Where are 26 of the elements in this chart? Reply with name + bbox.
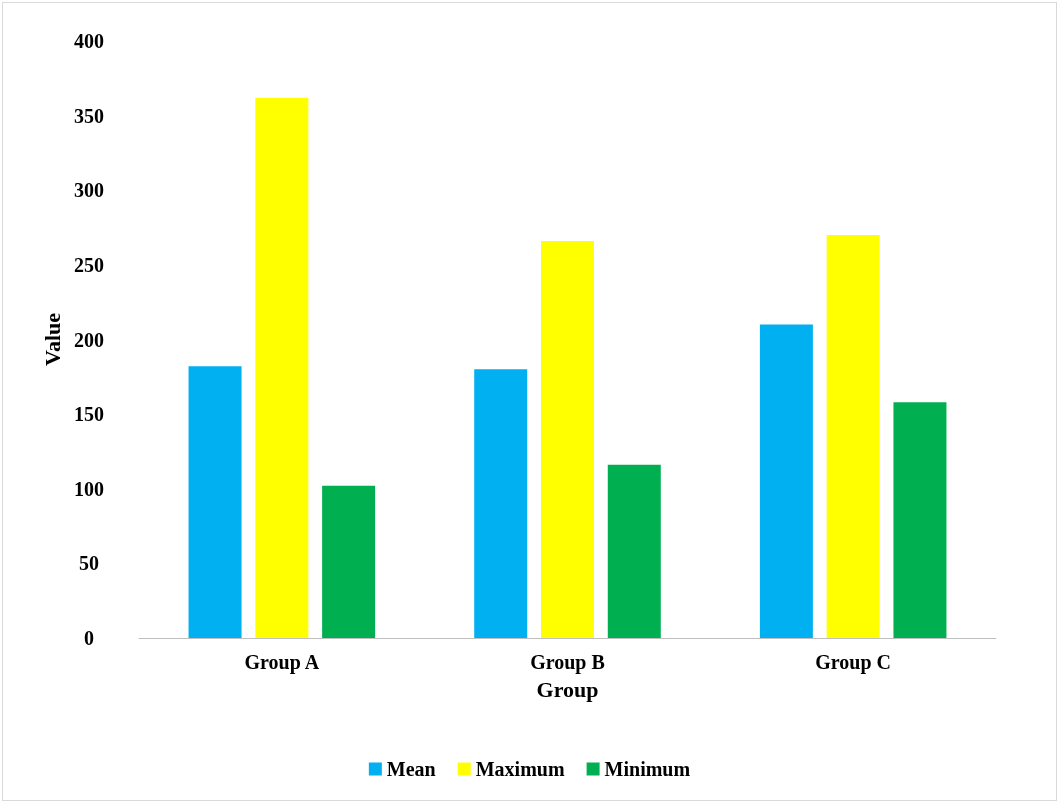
y-tick-label: 100 (74, 477, 104, 500)
y-tick-label: 300 (74, 179, 104, 202)
bar (474, 369, 528, 638)
bar (541, 241, 594, 638)
bar (826, 235, 880, 638)
y-tick-label: 250 (74, 253, 104, 276)
bar (322, 485, 376, 638)
bar (759, 324, 813, 638)
y-tick-label: 150 (74, 403, 104, 426)
bar (188, 366, 242, 638)
y-axis-title: Value (39, 312, 65, 366)
legend-label: Minimum (604, 758, 691, 780)
bar (607, 464, 661, 638)
bar (255, 97, 309, 638)
y-tick-label: 50 (79, 552, 99, 575)
y-tick-label: 350 (74, 104, 104, 127)
y-tick-label: 400 (74, 30, 104, 52)
legend-label: Maximum (475, 758, 565, 780)
legend-label: Mean (386, 758, 436, 780)
x-tick-label: Group B (530, 651, 605, 674)
x-tick-label: Group A (244, 651, 320, 674)
x-tick-label: Group C (815, 651, 892, 674)
y-tick-label: 200 (74, 328, 104, 351)
bar (893, 402, 947, 638)
y-tick-label: 0 (84, 627, 94, 649)
x-axis-title: Group (536, 676, 599, 702)
